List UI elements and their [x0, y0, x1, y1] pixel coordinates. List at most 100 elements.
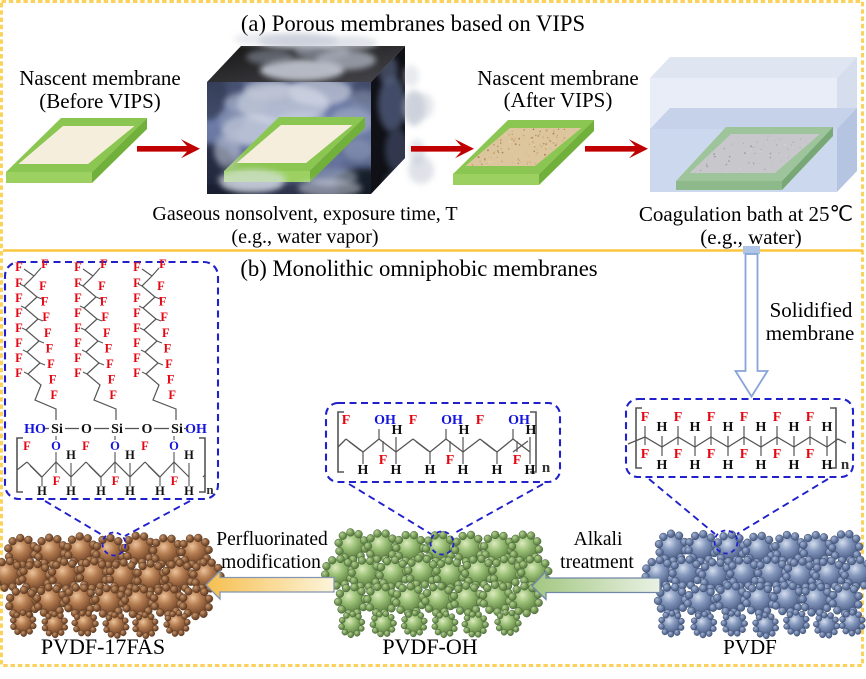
- svg-text:(a) Porous membranes based on: (a) Porous membranes based on VIPS: [241, 11, 585, 36]
- svg-text:(e.g., water): (e.g., water): [700, 225, 801, 249]
- svg-text:O: O: [169, 439, 179, 453]
- svg-text:F: F: [74, 336, 82, 350]
- svg-text:F: F: [141, 439, 149, 453]
- svg-text:H: H: [723, 458, 734, 473]
- svg-text:H: H: [822, 420, 833, 435]
- svg-text:Gaseous nonsolvent, exposure t: Gaseous nonsolvent, exposure time, T: [152, 203, 457, 225]
- svg-text:(e.g., water vapor): (e.g., water vapor): [231, 226, 378, 248]
- svg-text:Si: Si: [171, 422, 183, 437]
- svg-text:F: F: [674, 447, 683, 462]
- svg-text:PVDF-17FAS: PVDF-17FAS: [41, 634, 165, 659]
- svg-text:F: F: [74, 260, 82, 274]
- svg-text:F: F: [740, 410, 749, 425]
- svg-text:F: F: [342, 413, 351, 428]
- svg-text:OH: OH: [508, 413, 530, 428]
- svg-text:H: H: [125, 448, 135, 462]
- svg-text:F: F: [100, 257, 108, 271]
- svg-text:F: F: [133, 366, 141, 380]
- svg-text:F: F: [42, 310, 50, 324]
- svg-text:F: F: [159, 257, 167, 271]
- svg-text:H: H: [358, 463, 369, 478]
- svg-text:F: F: [446, 453, 455, 468]
- svg-text:n: n: [841, 457, 850, 473]
- svg-text:F: F: [133, 351, 141, 365]
- svg-text:F: F: [74, 351, 82, 365]
- svg-text:F: F: [162, 326, 170, 340]
- svg-text:F: F: [15, 351, 23, 365]
- svg-text:OH: OH: [185, 422, 207, 437]
- svg-text:H: H: [690, 420, 701, 435]
- svg-text:H: H: [526, 423, 537, 438]
- svg-text:F: F: [133, 276, 141, 290]
- svg-text:F: F: [44, 326, 52, 340]
- svg-text:H: H: [155, 484, 165, 498]
- svg-text:F: F: [39, 279, 47, 293]
- svg-text:F: F: [171, 474, 179, 488]
- svg-text:modification: modification: [221, 552, 321, 573]
- svg-text:H: H: [525, 463, 536, 478]
- svg-text:O: O: [81, 422, 92, 437]
- svg-text:H: H: [492, 463, 503, 478]
- svg-text:F: F: [164, 341, 172, 355]
- svg-text:F: F: [379, 453, 388, 468]
- svg-text:membrane: membrane: [766, 321, 855, 345]
- svg-text:F: F: [641, 447, 650, 462]
- svg-text:F: F: [15, 306, 23, 320]
- svg-text:H: H: [184, 448, 194, 462]
- svg-text:O: O: [51, 439, 61, 453]
- svg-text:F: F: [50, 388, 58, 402]
- svg-text:F: F: [74, 321, 82, 335]
- svg-text:H: H: [822, 458, 833, 473]
- svg-text:H: H: [789, 458, 800, 473]
- svg-text:H: H: [756, 458, 767, 473]
- svg-text:F: F: [82, 439, 90, 453]
- svg-text:(b) Monolithic omniphobic memb: (b) Monolithic omniphobic membranes: [240, 256, 597, 281]
- svg-text:F: F: [674, 410, 683, 425]
- svg-text:F: F: [773, 410, 782, 425]
- svg-text:F: F: [74, 276, 82, 290]
- svg-text:F: F: [74, 366, 82, 380]
- svg-text:H: H: [756, 420, 767, 435]
- svg-text:F: F: [15, 321, 23, 335]
- svg-text:H: H: [723, 420, 734, 435]
- svg-text:H: H: [425, 463, 436, 478]
- svg-text:OH: OH: [374, 413, 396, 428]
- svg-text:PVDF-OH: PVDF-OH: [382, 634, 477, 659]
- svg-text:F: F: [109, 388, 117, 402]
- svg-text:F: F: [476, 413, 485, 428]
- svg-text:F: F: [15, 336, 23, 350]
- svg-text:F: F: [41, 295, 49, 309]
- svg-text:H: H: [125, 484, 135, 498]
- svg-text:Coagulation bath at 25℃: Coagulation bath at 25℃: [639, 202, 853, 226]
- svg-text:F: F: [49, 373, 57, 387]
- svg-text:F: F: [41, 257, 49, 271]
- svg-text:F: F: [165, 357, 173, 371]
- svg-text:Si: Si: [111, 422, 123, 437]
- svg-text:Nascent membrane: Nascent membrane: [19, 66, 181, 90]
- svg-text:F: F: [133, 321, 141, 335]
- svg-text:F: F: [46, 341, 54, 355]
- svg-text:Alkali: Alkali: [574, 529, 623, 550]
- svg-text:F: F: [101, 310, 109, 324]
- svg-text:H: H: [657, 420, 668, 435]
- svg-text:F: F: [159, 295, 167, 309]
- svg-text:F: F: [641, 410, 650, 425]
- svg-text:F: F: [167, 373, 175, 387]
- svg-text:F: F: [707, 447, 716, 462]
- svg-text:F: F: [74, 291, 82, 305]
- svg-text:HO: HO: [24, 422, 46, 437]
- svg-text:O: O: [110, 439, 120, 453]
- svg-text:F: F: [740, 447, 749, 462]
- svg-text:OH: OH: [441, 413, 463, 428]
- svg-text:F: F: [806, 410, 815, 425]
- svg-text:F: F: [106, 357, 114, 371]
- svg-text:(Before VIPS): (Before VIPS): [39, 89, 161, 113]
- svg-text:H: H: [37, 484, 47, 498]
- svg-text:F: F: [15, 366, 23, 380]
- svg-text:F: F: [98, 279, 106, 293]
- svg-text:F: F: [157, 279, 165, 293]
- svg-text:F: F: [100, 295, 108, 309]
- svg-text:F: F: [103, 326, 111, 340]
- svg-text:F: F: [133, 336, 141, 350]
- svg-text:F: F: [133, 291, 141, 305]
